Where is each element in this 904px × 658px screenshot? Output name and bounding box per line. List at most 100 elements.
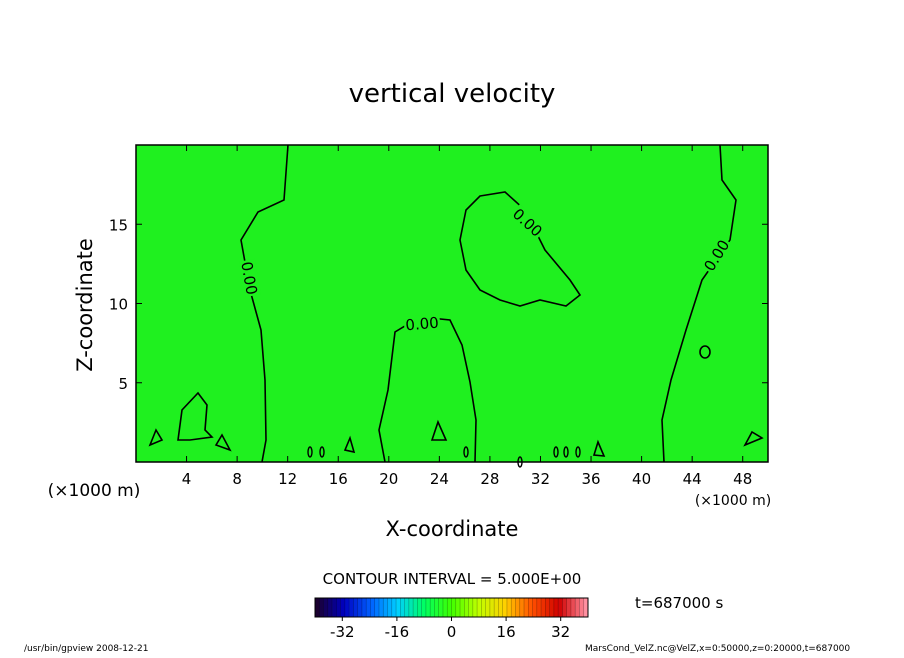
- colorbar-cell: [506, 598, 512, 617]
- colorbar-cell: [366, 598, 371, 617]
- footer-left: /usr/bin/gpview 2008-12-21: [24, 644, 148, 654]
- colorbar-cell: [447, 598, 452, 617]
- colorbar-cell: [575, 598, 580, 617]
- colorbar-cell: [404, 598, 410, 617]
- x-tick-label: 16: [329, 470, 348, 488]
- x-tick-label: 12: [278, 470, 297, 488]
- colorbar-cell: [442, 598, 448, 617]
- contour-line: [307, 446, 313, 458]
- y-tick-label: 5: [118, 375, 128, 393]
- contour-line: [343, 435, 356, 454]
- contour-label: 0.00: [405, 314, 440, 335]
- colorbar-cell: [489, 598, 495, 617]
- colorbar-cell: [417, 598, 422, 617]
- colorbar-cell: [421, 598, 427, 617]
- x-tick-label: 40: [632, 470, 651, 488]
- colorbar-cell: [336, 598, 341, 617]
- contour-label-bg: [403, 313, 441, 333]
- colorbar-cell: [494, 598, 499, 617]
- x-tick-label: 36: [581, 470, 600, 488]
- contour-line: [430, 419, 448, 441]
- contour-line: [699, 345, 711, 359]
- colorbar-cell: [511, 598, 516, 617]
- x-tick-label: 4: [182, 470, 192, 488]
- contour-line: [214, 433, 232, 452]
- colorbar-tick-label: 0: [447, 623, 457, 641]
- colorbar-cell: [400, 598, 405, 617]
- field-fill: [136, 145, 768, 462]
- colorbar-tick-label: 16: [497, 623, 516, 641]
- colorbar-cell: [519, 598, 525, 617]
- contour-line: [563, 446, 569, 458]
- colorbar-cell: [485, 598, 491, 617]
- colorbar-cell: [562, 598, 567, 617]
- contour-label-bg: [238, 258, 262, 298]
- contour-interval: CONTOUR INTERVAL = 5.000E+00: [323, 570, 582, 588]
- colorbar-cell: [430, 598, 435, 617]
- colorbar-cell: [545, 598, 550, 617]
- colorbar-cell: [549, 598, 555, 617]
- colorbar-cell: [451, 598, 457, 617]
- colorbar-cell: [583, 598, 589, 617]
- colorbar-cell: [524, 598, 529, 617]
- colorbar-cell: [515, 598, 521, 617]
- x-tick-label: 32: [531, 470, 550, 488]
- colorbar-cell: [374, 598, 380, 617]
- y-tick-label: 15: [109, 216, 128, 234]
- colorbar-cell: [340, 598, 346, 617]
- colorbar-cell: [413, 598, 418, 617]
- x-tick-label: 28: [480, 470, 499, 488]
- colorbar-cell: [558, 598, 563, 617]
- colorbar-cell: [349, 598, 354, 617]
- colorbar-cell: [477, 598, 482, 617]
- colorbar-cell: [460, 598, 465, 617]
- colorbar-cell: [438, 598, 444, 617]
- colorbar-cell: [468, 598, 474, 617]
- colorbar-cell: [319, 598, 324, 617]
- colorbar-cell: [353, 598, 358, 617]
- colorbar-cell: [532, 598, 538, 617]
- contour-line: [319, 446, 325, 458]
- colorbar-tick-label: -16: [385, 623, 410, 641]
- colorbar-cell: [332, 598, 337, 617]
- colorbar-cell: [464, 598, 469, 617]
- colorbar-cell: [344, 598, 350, 617]
- time-label: t=687000 s: [635, 594, 723, 612]
- colorbar-cell: [566, 598, 572, 617]
- contour-line: [463, 446, 469, 458]
- contour-line: [661, 144, 737, 463]
- x-tick-label: 8: [232, 470, 242, 488]
- contour-line: [575, 446, 581, 458]
- colorbar-cell: [327, 598, 333, 617]
- colorbar-cell: [323, 598, 329, 617]
- colorbar-cell: [536, 598, 542, 617]
- colorbar-cell: [357, 598, 363, 617]
- y-axis-label: Z-coordinate: [73, 238, 97, 372]
- contour-line: [592, 439, 606, 457]
- x-axis-label: X-coordinate: [386, 517, 519, 541]
- colorbar-cell: [570, 598, 576, 617]
- colorbar-cell: [541, 598, 546, 617]
- contour-line: [553, 446, 559, 458]
- contour-label: 0.00: [237, 260, 261, 296]
- footer-right: MarsCond_VelZ.nc@VelZ,x=0:50000,z=0:2000…: [585, 644, 850, 654]
- x-tick-label: 48: [733, 470, 752, 488]
- x-unit: (×1000 m): [695, 493, 771, 509]
- colorbar-cell: [472, 598, 478, 617]
- colorbar-cell: [425, 598, 431, 617]
- contour-label-bg: [699, 235, 733, 275]
- colorbar-cell: [383, 598, 388, 617]
- contour-label-bg: [509, 204, 547, 240]
- contour-line: [743, 430, 764, 447]
- colorbar-cell: [579, 598, 585, 617]
- contour-line: [177, 391, 214, 441]
- x-tick-label: 20: [379, 470, 398, 488]
- x-tick-label: 24: [430, 470, 449, 488]
- colorbar-tick-label: -32: [330, 623, 355, 641]
- colorbar-cell: [434, 598, 440, 617]
- colorbar-tick-label: 32: [551, 623, 570, 641]
- contour-line: [148, 428, 164, 447]
- chart-title: vertical velocity: [349, 79, 556, 109]
- colorbar-cell: [455, 598, 461, 617]
